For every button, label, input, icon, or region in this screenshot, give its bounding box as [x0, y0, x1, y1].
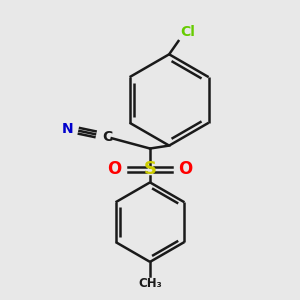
Text: N: N	[62, 122, 74, 136]
Text: Cl: Cl	[180, 25, 195, 39]
Text: O: O	[107, 160, 122, 178]
Text: C: C	[102, 130, 112, 144]
Text: O: O	[178, 160, 193, 178]
Text: CH₃: CH₃	[138, 278, 162, 290]
Text: S: S	[143, 160, 157, 178]
